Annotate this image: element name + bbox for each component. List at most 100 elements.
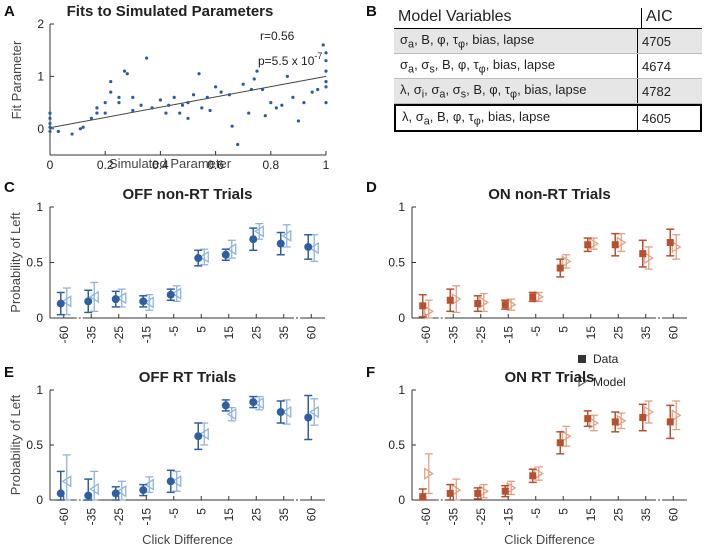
aic-cell: 4674: [637, 54, 671, 78]
legend-model-label: Model: [593, 375, 626, 389]
panel-a-point: [324, 80, 328, 84]
panel-c-model-point: [254, 225, 264, 238]
panel-e-data-point: [221, 401, 230, 410]
panel-d-y-tick-label: 0: [398, 311, 405, 325]
panel-e-data-point: [166, 477, 175, 486]
model-comparison-table: Model Variables AIC σa, B, φ, τφ, bias, …: [394, 8, 702, 132]
model-vars-cell: λ, σa, B, φ, τφ, bias, lapse: [402, 108, 551, 128]
panel-e-data-point: [194, 432, 203, 441]
panel-a-p-annotation: p=5.5 x 10-7: [258, 51, 322, 68]
panel-e-model-point: [226, 408, 237, 421]
panel-a-point: [324, 85, 328, 89]
panel-f-y-tick-label: 0.5: [388, 438, 405, 452]
panel-a-point: [103, 111, 107, 115]
panel-f-data-point: [474, 489, 482, 497]
panel-a-point: [145, 56, 149, 60]
panel-c-model-point: [116, 291, 127, 305]
panel-c-model-point: [61, 295, 72, 308]
panel-a-point: [280, 103, 284, 107]
panel-f-model-point: [424, 467, 434, 480]
panel-a-point: [78, 127, 82, 131]
panel-f-x-tick-label: 25: [611, 508, 625, 522]
panel-f-x-tick-label: -5: [529, 508, 543, 519]
panel-f-data-point: [419, 493, 427, 501]
panel-c-model-point: [171, 287, 182, 300]
panel-label-b: B: [366, 3, 377, 20]
panel-d-y-tick-label: 0.5: [388, 256, 405, 270]
panel-a-point: [302, 101, 306, 105]
panel-a-point: [150, 106, 154, 110]
panel-c-data-point: [166, 290, 175, 299]
panel-a-point: [180, 103, 185, 107]
panel-a-point: [219, 90, 223, 94]
panel-a-point: [260, 87, 265, 92]
panel-c-data-point: [194, 254, 203, 263]
panel-e-data-point: [276, 408, 285, 416]
panel-a-point: [310, 90, 314, 94]
panel-a-point: [172, 95, 176, 99]
model-vars-cell: σa, σs, B, φ, τφ, bias, lapse: [400, 56, 556, 76]
panel-a-point: [316, 87, 320, 92]
panel-a-point: [252, 77, 256, 81]
panel-a-point: [296, 119, 300, 123]
panel-f-data-point: [446, 489, 454, 497]
header-aic: AIC: [641, 8, 673, 28]
panel-a-point: [186, 101, 190, 105]
panel-a-point: [285, 74, 289, 78]
panel-a-point: [255, 69, 259, 73]
panel-a-x-tick-label: 0: [47, 158, 54, 172]
panel-f-x-tick-label: -15: [501, 508, 515, 526]
panel-a-point: [95, 106, 99, 110]
panel-e-x-tick-label: -25: [112, 508, 126, 526]
panel-e-x-tick-label: 25: [249, 508, 263, 522]
panel-f-data-point: [611, 418, 619, 426]
panel-a-point: [117, 95, 121, 99]
panel-a-point: [324, 101, 328, 105]
panel-a-point: [263, 114, 267, 118]
panel-a-point: [103, 101, 107, 105]
panel-f-data-point: [666, 418, 674, 426]
panel-f-data-point: [501, 487, 509, 495]
panel-a-point: [191, 93, 196, 97]
panel-d-data-point: [584, 241, 592, 249]
panel-a-p-exponent: -7: [314, 51, 322, 61]
panel-e-model-point: [199, 427, 209, 441]
panel-d-model-point: [561, 255, 572, 268]
panel-e-y-tick-label: 1: [36, 383, 43, 397]
panel-a-y-tick-label: 2: [37, 17, 44, 31]
panel-e-data-point: [139, 486, 148, 495]
table-row: σa, B, φ, τφ, bias, lapse 4705: [394, 29, 702, 54]
panel-e-model-point: [61, 475, 72, 488]
panel-a-point: [109, 80, 113, 84]
panel-d-model-point: [644, 251, 654, 265]
panel-c-x-tick-label: -15: [139, 326, 153, 344]
legend-data-label: Data: [593, 352, 619, 366]
panel-a-title: Fits to Simulated Parameters: [67, 3, 274, 20]
panel-d-x-tick-label: -60: [419, 326, 433, 344]
panel-f-on-rt: Data Model ON RT Trials Click Difference 0…: [388, 352, 687, 547]
panel-a-point: [158, 98, 162, 102]
panel-f-data-point: [529, 472, 537, 480]
panel-f-y-tick-label: 1: [398, 383, 405, 397]
panel-c-y-tick-label: 0.5: [26, 256, 43, 270]
panel-e-data-point: [111, 489, 120, 498]
panel-d-x-tick-label: -35: [446, 326, 460, 344]
panel-a-point: [48, 125, 52, 129]
panel-d-x-tick-label: 60: [666, 326, 680, 340]
panel-a-point: [249, 87, 254, 92]
panel-e-model-point: [309, 405, 319, 419]
panel-e-model-point: [144, 478, 154, 491]
panel-a-point: [131, 95, 135, 99]
panel-c-data-point: [276, 239, 285, 248]
panel-a-y-tick-label: 1: [37, 69, 44, 83]
panel-e-off-rt: OFF RT Trials Probability of Left Click Di…: [8, 369, 325, 547]
panel-d-data-point: [639, 250, 647, 258]
panel-a-x-tick-label: 0.8: [262, 158, 279, 172]
panel-a-xlabel: Simulated Parameter: [109, 156, 232, 171]
panel-c-x-tick-label: 35: [277, 326, 291, 340]
panel-d-x-tick-label: 25: [611, 326, 625, 340]
panel-a-point: [95, 111, 99, 115]
aic-cell: 4782: [637, 79, 671, 103]
panel-f-data-point: [556, 439, 564, 447]
